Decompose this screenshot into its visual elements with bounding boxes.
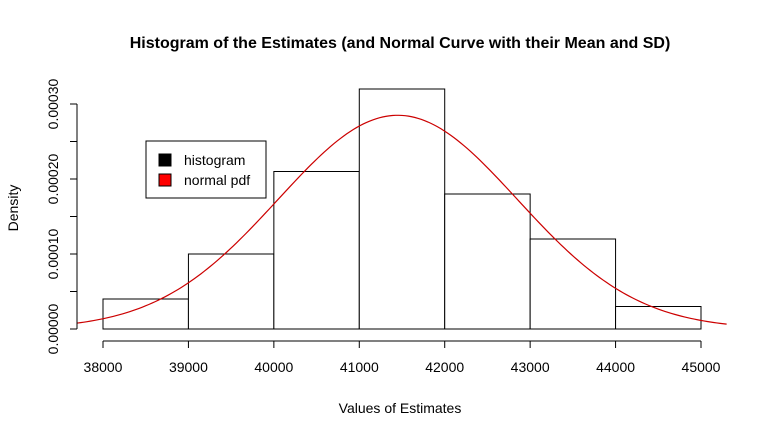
x-tick-label: 40000: [254, 359, 293, 375]
legend: histogram normal pdf: [145, 140, 267, 199]
y-axis-label: Density: [5, 185, 21, 232]
histogram-bar: [615, 306, 702, 330]
y-axis: 0.00000 0.00010 0.00020 0.00030: [45, 78, 78, 354]
histogram-bar: [444, 193, 531, 330]
y-tick-label: 0.00000: [45, 303, 61, 354]
y-tick-label: 0.00010: [45, 228, 61, 279]
histogram-bar: [187, 253, 275, 330]
histogram-bar: [529, 238, 617, 330]
histogram-bar: [102, 298, 189, 330]
x-tick-label: 44000: [596, 359, 635, 375]
x-tick-label: 42000: [425, 359, 464, 375]
x-tick-label: 45000: [682, 359, 721, 375]
y-tick-label: 0.00030: [45, 78, 61, 129]
x-tick-label: 43000: [511, 359, 550, 375]
legend-label-histogram: histogram: [184, 152, 245, 168]
normal-pdf-curve: [77, 114, 727, 325]
x-tick-label: 39000: [169, 359, 208, 375]
histogram-bar: [358, 88, 446, 330]
legend-box: [145, 140, 267, 199]
x-axis: 38000 39000 40000 41000 42000 43000 44000 45000: [84, 340, 721, 375]
y-tick-label: 0.00020: [45, 153, 61, 204]
chart-title: Histogram of the Estimates (and Normal C…: [130, 35, 671, 52]
histogram-bar: [273, 171, 360, 330]
legend-label-normal-pdf: normal pdf: [184, 172, 250, 188]
legend-swatch-histogram: [158, 153, 172, 167]
histogram-bars: [102, 88, 702, 330]
normal-curve-layer: [77, 114, 727, 325]
x-tick-label: 41000: [340, 359, 379, 375]
x-tick-label: 38000: [84, 359, 123, 375]
x-axis-label: Values of Estimates: [339, 400, 462, 416]
legend-swatch-normal-pdf: [158, 173, 172, 187]
